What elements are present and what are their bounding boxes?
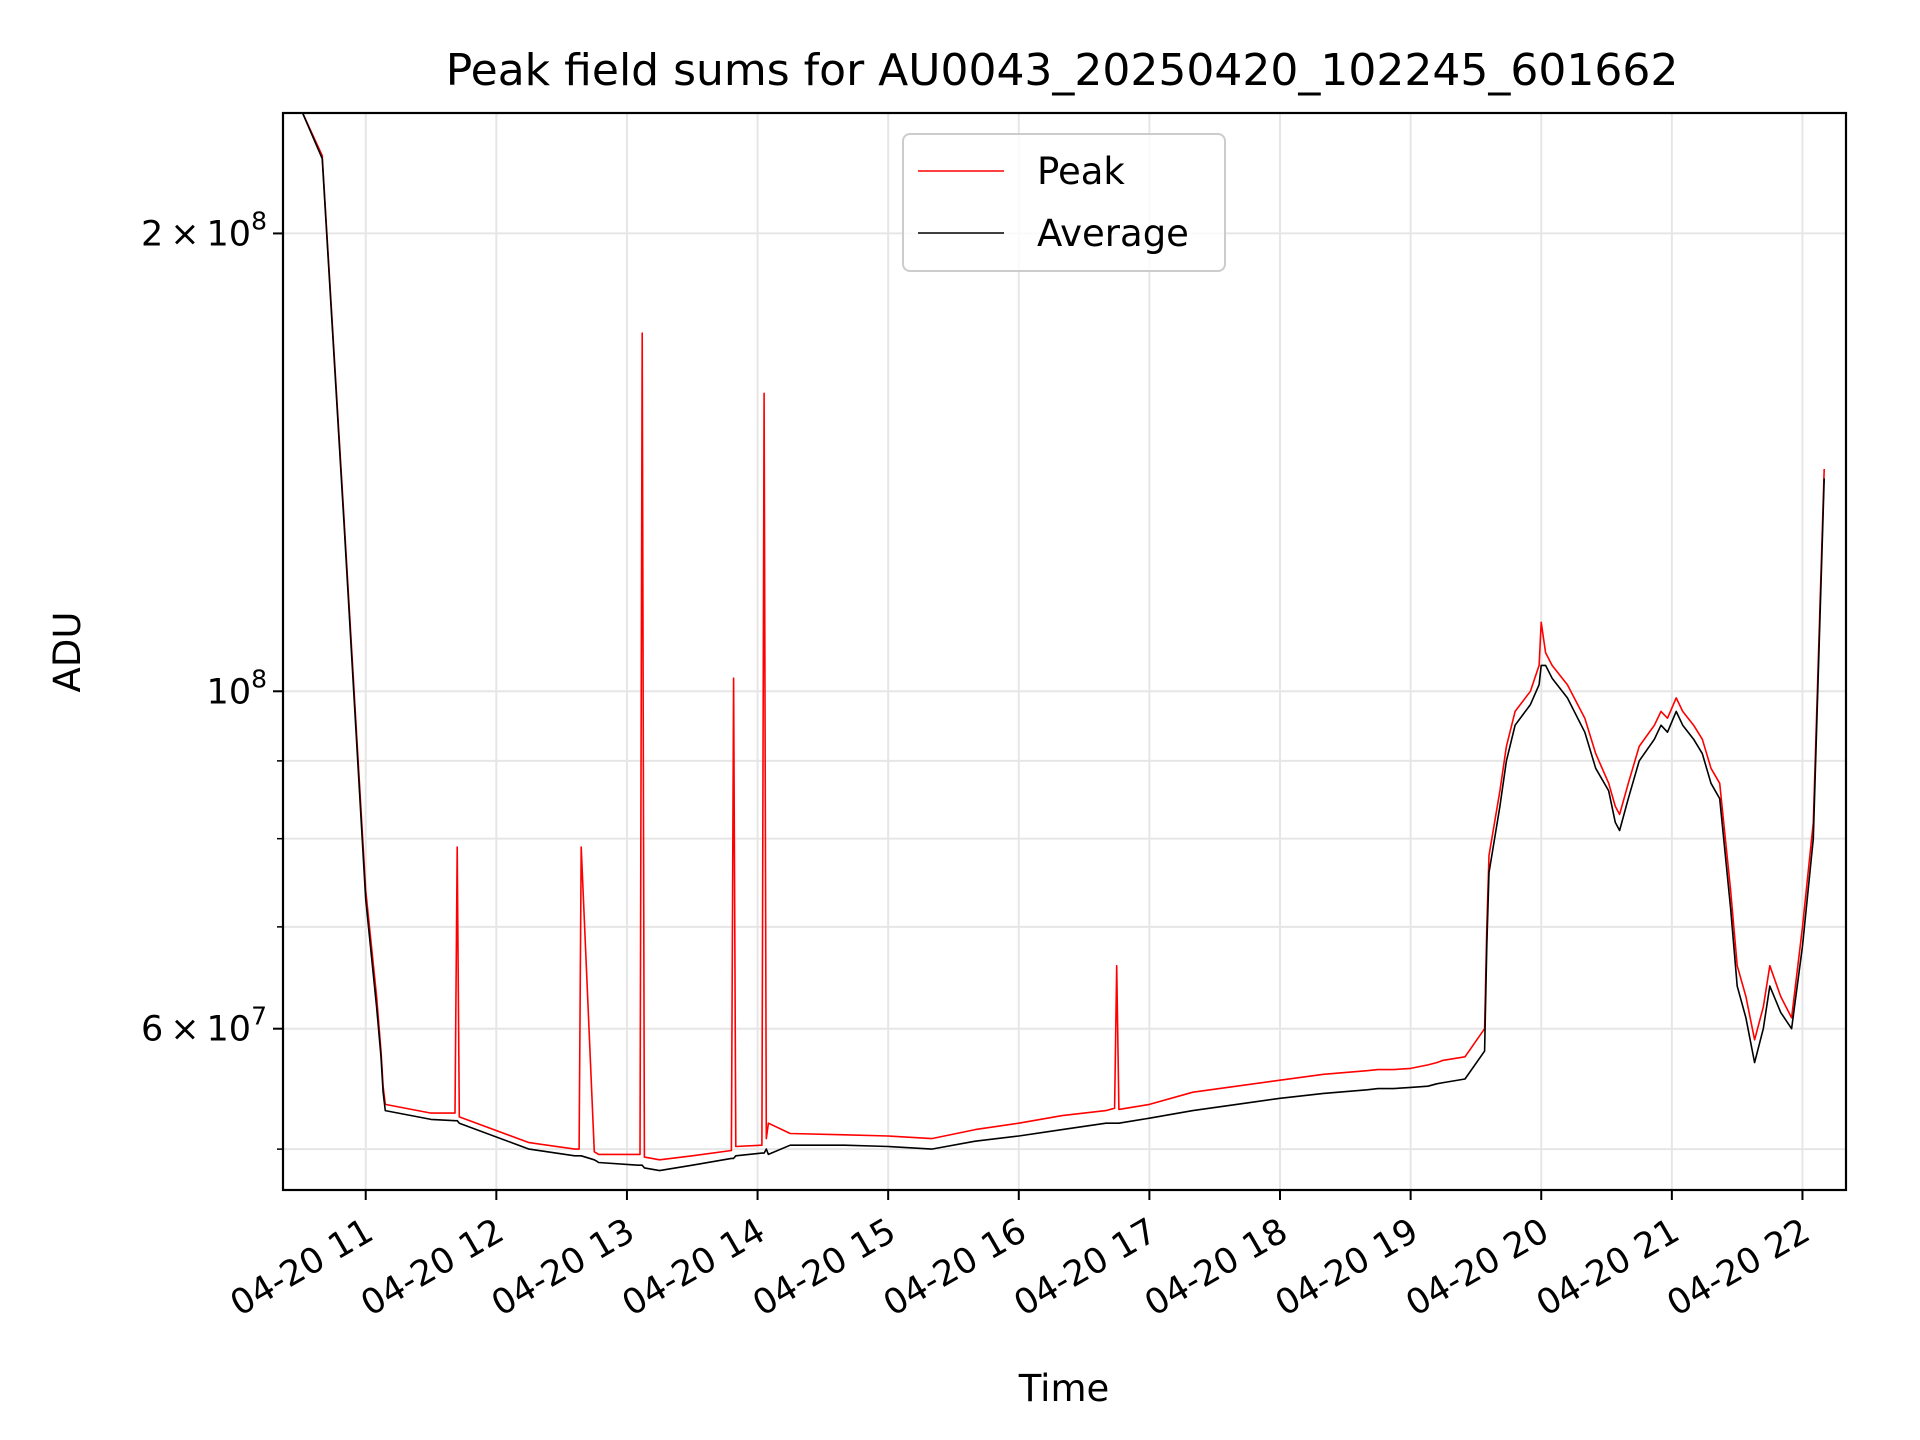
axes-frame [281, 111, 1848, 1192]
legend-box [902, 133, 1226, 272]
plot-lines [301, 112, 1825, 1172]
x-axis-label: Time [1018, 1367, 1110, 1410]
legend: Peak Average [902, 133, 1226, 272]
legend-label-average: Average [1037, 212, 1189, 255]
series-line-peak [301, 112, 1825, 1161]
legend-label-peak: Peak [1037, 150, 1125, 193]
y-tick-label: 108 [207, 664, 267, 712]
y-tick-label: 2 × 108 [141, 206, 267, 254]
y-axis-label: ADU [46, 612, 89, 693]
chart-title: Peak field sums for AU0043_20250420_1022… [446, 45, 1679, 96]
y-axis: 6 × 107 108 2 × 108 [141, 206, 283, 1150]
y-tick-label: 6 × 107 [141, 1002, 267, 1050]
series-line-average [301, 112, 1825, 1172]
